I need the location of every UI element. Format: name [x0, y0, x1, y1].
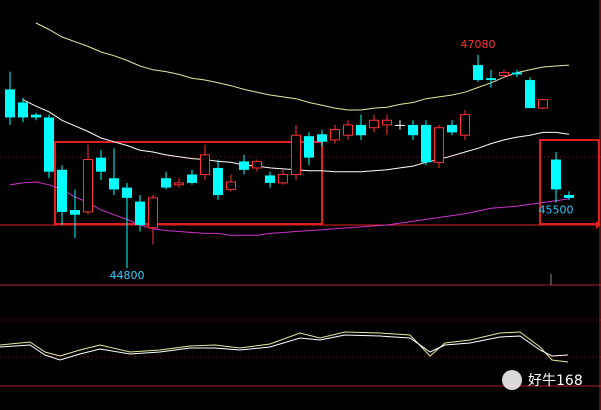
- candle-body: [291, 134, 301, 175]
- candle-body: [551, 159, 561, 190]
- indicator-line: [0, 331, 569, 363]
- candle-body: [525, 80, 535, 109]
- candle-body: [31, 114, 41, 118]
- candle-body: [174, 182, 184, 186]
- candle-body: [382, 119, 392, 126]
- candle-body: [122, 187, 132, 198]
- price-annotation: 47080: [461, 38, 496, 51]
- candle-body: [486, 78, 496, 81]
- candle-body: [44, 117, 54, 172]
- candle-body: [356, 124, 366, 136]
- candle-body: [421, 124, 431, 163]
- candle-body: [200, 154, 210, 175]
- highlight-box: [539, 139, 600, 225]
- candle-body: [70, 210, 80, 215]
- candle-body: [187, 174, 197, 183]
- candle-body: [96, 157, 106, 172]
- candle-body: [278, 173, 288, 184]
- candle-body: [109, 178, 119, 190]
- candle-body: [343, 124, 353, 136]
- watermark: 好牛168: [528, 373, 583, 389]
- candle-body: [57, 169, 67, 212]
- candle-body: [369, 119, 379, 129]
- indicator-line: [0, 334, 569, 361]
- candle-body: [473, 65, 483, 81]
- highlight-box: [54, 141, 323, 225]
- candle-body: [83, 159, 93, 213]
- candle-body: [499, 72, 509, 76]
- candle-body: [304, 136, 314, 158]
- candle-body: [161, 178, 171, 188]
- price-annotation: 45500: [539, 204, 574, 217]
- candle-body: [18, 102, 28, 118]
- candle-body: [538, 99, 548, 109]
- watermark-icon: [502, 370, 522, 390]
- candle-body: [317, 134, 327, 142]
- arrow-head: [596, 221, 601, 229]
- candle-body: [447, 124, 457, 133]
- candle-body: [148, 197, 158, 229]
- candle-body: [395, 124, 405, 126]
- candle-body: [460, 114, 470, 136]
- candle-body: [135, 201, 145, 225]
- candle-body: [226, 181, 236, 190]
- candle-body: [512, 72, 522, 75]
- candle-body: [213, 167, 223, 196]
- band-line: [35, 22, 570, 111]
- candle-body: [265, 175, 275, 183]
- candle-body: [564, 195, 574, 198]
- price-annotation: 44800: [110, 269, 145, 282]
- candle-body: [252, 160, 262, 169]
- candle-body: [408, 124, 418, 136]
- candle-body: [434, 127, 444, 163]
- band-line: [9, 181, 570, 236]
- candle-body: [330, 129, 340, 141]
- candle-body: [239, 161, 249, 170]
- candle-body: [5, 89, 15, 118]
